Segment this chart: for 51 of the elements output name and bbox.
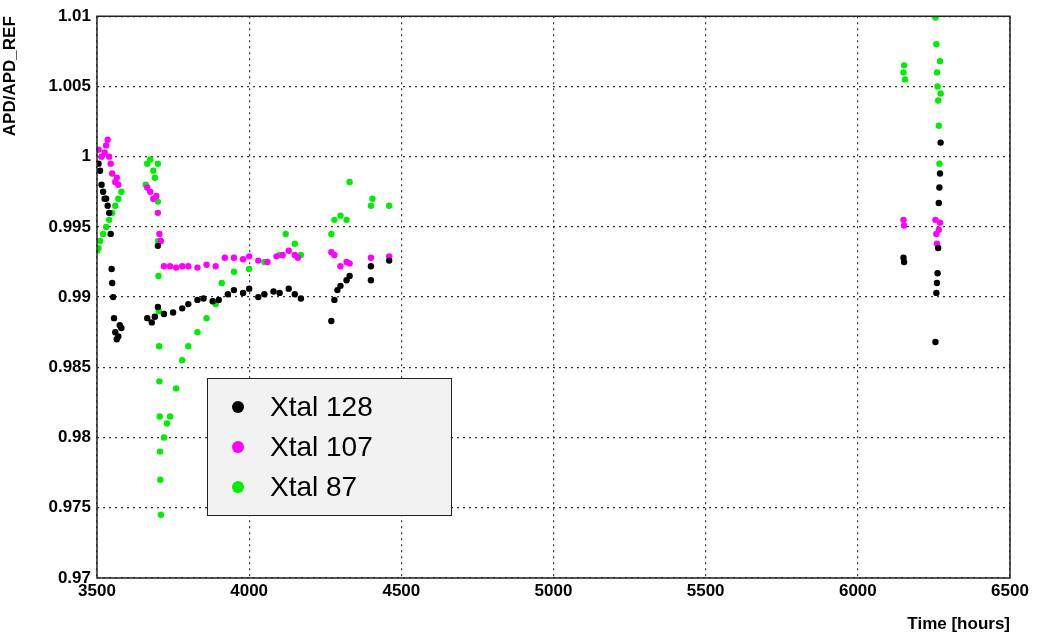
- y-tick-label: 1.005: [48, 76, 91, 96]
- legend-label: Xtal 128: [270, 391, 373, 423]
- point: [107, 160, 114, 167]
- point: [935, 226, 942, 233]
- point: [212, 263, 219, 270]
- legend-label: Xtal 87: [270, 471, 358, 503]
- point: [221, 254, 229, 261]
- point: [105, 153, 113, 160]
- y-tick-label: 0.995: [48, 216, 91, 236]
- point: [203, 261, 210, 268]
- y-tick-label: 0.975: [48, 497, 91, 517]
- y-tick-label: 1: [81, 146, 91, 166]
- legend-label: Xtal 107: [270, 431, 373, 463]
- x-axis-title: Time [hours]: [907, 614, 1010, 634]
- point: [255, 257, 262, 264]
- point: [154, 209, 162, 217]
- point: [245, 253, 253, 260]
- y-tick-label: 1.01: [57, 5, 91, 25]
- point: [102, 142, 110, 149]
- x-tick-label: 6500: [991, 580, 1029, 600]
- x-tick-label: 5500: [686, 580, 725, 600]
- point: [109, 170, 116, 177]
- point: [285, 247, 292, 254]
- point: [104, 136, 111, 143]
- point: [337, 263, 344, 270]
- point: [113, 174, 120, 181]
- y-tick-label: 0.985: [48, 357, 91, 377]
- point: [101, 149, 108, 156]
- y-tick-label: 0.98: [57, 427, 91, 447]
- point: [936, 219, 944, 226]
- point: [98, 153, 105, 160]
- x-tick-label: 5000: [534, 580, 573, 600]
- point: [172, 264, 180, 271]
- x-tick-label: 4000: [230, 580, 269, 600]
- point: [156, 230, 163, 238]
- point: [900, 216, 907, 224]
- y-axis-title: APD/APD_REF: [0, 16, 19, 137]
- x-tick-label: 6000: [838, 580, 877, 600]
- point: [194, 264, 201, 271]
- point: [166, 263, 174, 270]
- point: [179, 263, 186, 270]
- point: [230, 254, 238, 261]
- point: [147, 188, 154, 195]
- point: [185, 263, 192, 270]
- point: [900, 222, 908, 229]
- point: [932, 216, 939, 224]
- point: [239, 255, 247, 263]
- x-tick-label: 4500: [382, 580, 421, 600]
- point: [367, 254, 375, 261]
- y-tick-label: 0.99: [57, 286, 91, 306]
- point: [160, 263, 168, 270]
